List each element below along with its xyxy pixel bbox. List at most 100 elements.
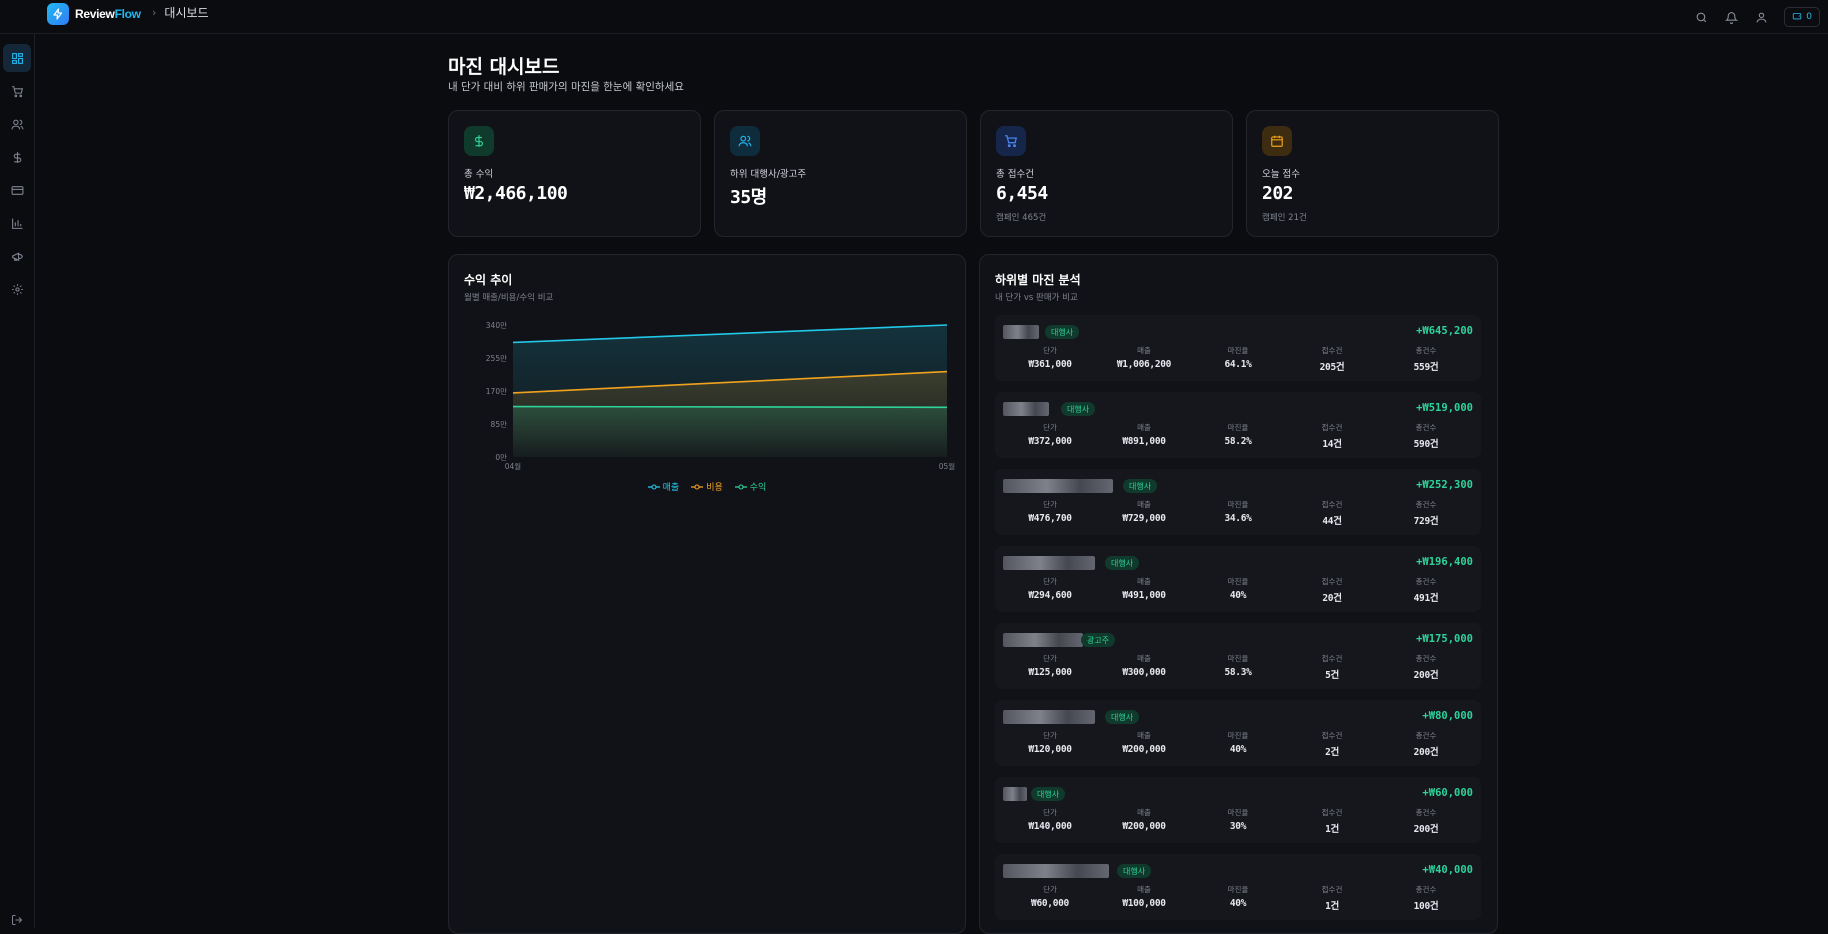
margin-row[interactable]: 대행사 +₩80,000 단가 ₩120,000 매출 ₩200,000 마진율… <box>995 700 1481 766</box>
type-badge: 대행사 <box>1061 402 1096 416</box>
stat-label: 오늘 접수 <box>1262 169 1300 180</box>
sidebar-item-users[interactable] <box>3 110 31 138</box>
margin-analysis-card: 하위별 마진 분석 내 단가 vs 판매가 비교 대행사 +₩645,200 단… <box>979 254 1498 934</box>
row-cell-total: 총건수 590건 <box>1378 422 1474 450</box>
breadcrumb-current: 대시보드 <box>164 6 209 20</box>
stat-card: 오늘 접수 202 캠페인 21건 <box>1246 110 1499 237</box>
row-cell-total: 총건수 100건 <box>1378 884 1474 912</box>
row-cell-count: 접수건 2건 <box>1284 730 1380 758</box>
cell-label: 단가 <box>1043 808 1057 817</box>
cell-label: 마진율 <box>1227 808 1249 817</box>
margin-row[interactable]: 대행사 +₩645,200 단가 ₩361,000 매출 ₩1,006,200 … <box>995 315 1481 381</box>
cell-value: ₩120,000 <box>1028 744 1072 755</box>
blurred-name <box>1003 325 1039 339</box>
cell-label: 접수건 <box>1321 885 1343 894</box>
sidebar-item-payments[interactable] <box>3 176 31 204</box>
legend-item[interactable]: 수익 <box>734 480 766 493</box>
cell-label: 마진율 <box>1227 885 1249 894</box>
cell-label: 마진율 <box>1227 577 1249 586</box>
sidebar-item-campaigns[interactable] <box>3 242 31 270</box>
row-cell-count: 접수건 44건 <box>1284 499 1380 527</box>
sidebar-item-dashboard[interactable] <box>3 44 31 72</box>
cart-icon <box>11 85 23 97</box>
cell-label: 매출 <box>1137 423 1151 432</box>
cell-label: 매출 <box>1137 500 1151 509</box>
series-line-1 <box>512 370 948 394</box>
cell-value: ₩361,000 <box>1028 359 1072 370</box>
row-cell-total: 총건수 559건 <box>1378 345 1474 373</box>
cell-label: 접수건 <box>1321 500 1343 509</box>
blurred-name <box>1003 787 1027 801</box>
cell-label: 마진율 <box>1227 346 1249 355</box>
cell-label: 접수건 <box>1321 423 1343 432</box>
search-icon[interactable] <box>1686 5 1716 29</box>
type-badge: 광고주 <box>1081 633 1116 647</box>
wallet-icon <box>1792 11 1802 24</box>
row-cell-sales: 매출 ₩300,000 <box>1096 653 1192 678</box>
margin-row[interactable]: 대행사 +₩252,300 단가 ₩476,700 매출 ₩729,000 마진… <box>995 469 1481 535</box>
blurred-name <box>1003 864 1109 878</box>
cell-label: 매출 <box>1137 808 1151 817</box>
cell-label: 매출 <box>1137 885 1151 894</box>
sidebar-item-settings[interactable] <box>3 275 31 303</box>
row-cell-rate: 마진율 34.6% <box>1190 499 1286 524</box>
cell-label: 총건수 <box>1415 654 1437 663</box>
revenue-chart: 0만 85만 170만 255만 340만 04월 05월 <box>486 321 956 471</box>
user-icon[interactable] <box>1746 5 1776 29</box>
row-profit: +₩40,000 <box>1422 864 1473 876</box>
row-cell-unit: 단가 ₩372,000 <box>1002 422 1098 447</box>
cell-value: ₩1,006,200 <box>1116 359 1172 370</box>
cell-label: 단가 <box>1043 654 1057 663</box>
row-cell-total: 총건수 729건 <box>1378 499 1474 527</box>
cell-value: 34.6% <box>1224 513 1252 524</box>
cell-value: 40% <box>1229 590 1247 601</box>
stat-sub: 캠페인 21건 <box>1262 213 1307 223</box>
chart-legend: 매출 비용 수익 <box>449 480 965 493</box>
cell-value: 30% <box>1229 821 1247 832</box>
legend-label: 매출 <box>662 483 680 493</box>
legend-item[interactable]: 비용 <box>691 480 723 493</box>
cell-label: 단가 <box>1043 500 1057 509</box>
page-title: 마진 대시보드 <box>448 56 560 78</box>
top-bar: ReviewFlow › 대시보드 0 <box>0 0 1828 34</box>
row-profit: +₩60,000 <box>1422 787 1473 799</box>
cell-value: 200건 <box>1413 670 1439 681</box>
legend-item[interactable]: 매출 <box>647 480 680 493</box>
row-cell-rate: 마진율 40% <box>1190 576 1286 601</box>
row-cell-rate: 마진율 40% <box>1190 730 1286 755</box>
row-cell-total: 총건수 200건 <box>1378 653 1474 681</box>
row-cell-count: 접수건 14건 <box>1284 422 1380 450</box>
cell-label: 단가 <box>1043 346 1057 355</box>
chart-icon <box>11 218 22 229</box>
margin-row[interactable]: 광고주 +₩175,000 단가 ₩125,000 매출 ₩300,000 마진… <box>995 623 1481 689</box>
y-tick-label: 340만 <box>486 321 507 330</box>
sidebar-item-logout[interactable] <box>3 906 31 934</box>
margin-row[interactable]: 대행사 +₩196,400 단가 ₩294,600 매출 ₩491,000 마진… <box>995 546 1481 612</box>
lightning-icon <box>47 3 69 25</box>
dashboard-icon <box>11 52 23 64</box>
bell-icon[interactable] <box>1716 5 1746 29</box>
margin-row[interactable]: 대행사 +₩40,000 단가 ₩60,000 매출 ₩100,000 마진율 … <box>995 854 1481 920</box>
row-cell-unit: 단가 ₩476,700 <box>1002 499 1098 524</box>
row-cell-sales: 매출 ₩200,000 <box>1096 807 1192 832</box>
row-cell-unit: 단가 ₩140,000 <box>1002 807 1098 832</box>
row-cell-unit: 단가 ₩361,000 <box>1002 345 1098 370</box>
sidebar-item-orders[interactable] <box>3 77 31 105</box>
cell-value: ₩891,000 <box>1122 436 1166 447</box>
margin-row[interactable]: 대행사 +₩519,000 단가 ₩372,000 매출 ₩891,000 마진… <box>995 392 1481 458</box>
stat-label: 총 수익 <box>464 169 494 180</box>
app-logo[interactable]: ReviewFlow <box>47 3 141 25</box>
row-cell-sales: 매출 ₩100,000 <box>1096 884 1192 909</box>
row-cell-unit: 단가 ₩120,000 <box>1002 730 1098 755</box>
type-badge: 대행사 <box>1045 325 1080 339</box>
row-cell-count: 접수건 205건 <box>1284 345 1380 373</box>
cell-label: 마진율 <box>1227 423 1249 432</box>
cell-value: 5건 <box>1325 670 1339 681</box>
sidebar-item-revenue[interactable] <box>3 143 31 171</box>
credit-badge[interactable]: 0 <box>1784 7 1820 27</box>
users-icon <box>730 126 760 156</box>
blurred-name <box>1003 710 1095 724</box>
sidebar-item-analytics[interactable] <box>3 209 31 237</box>
margin-row[interactable]: 대행사 +₩60,000 단가 ₩140,000 매출 ₩200,000 마진율… <box>995 777 1481 843</box>
cell-value: 14건 <box>1322 439 1342 450</box>
